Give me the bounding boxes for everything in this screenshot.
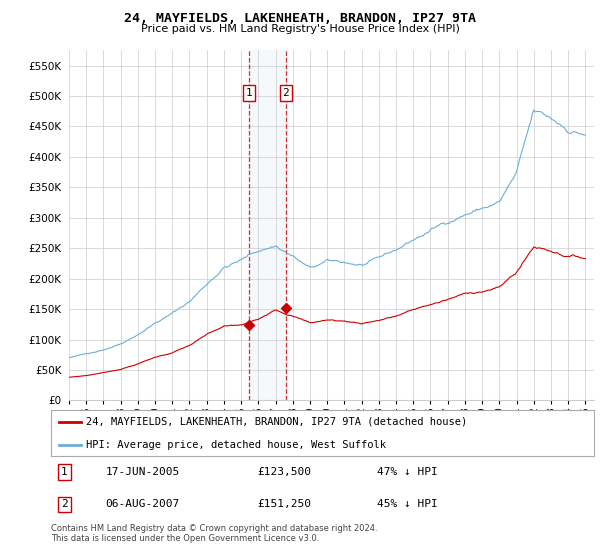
Text: 2: 2 xyxy=(61,500,68,509)
Text: Contains HM Land Registry data © Crown copyright and database right 2024.
This d: Contains HM Land Registry data © Crown c… xyxy=(51,524,377,543)
Text: 45% ↓ HPI: 45% ↓ HPI xyxy=(377,500,437,509)
Text: HPI: Average price, detached house, West Suffolk: HPI: Average price, detached house, West… xyxy=(86,440,386,450)
Text: 24, MAYFIELDS, LAKENHEATH, BRANDON, IP27 9TA: 24, MAYFIELDS, LAKENHEATH, BRANDON, IP27… xyxy=(124,12,476,25)
Text: 47% ↓ HPI: 47% ↓ HPI xyxy=(377,467,437,477)
Text: 2: 2 xyxy=(283,88,289,98)
Text: 17-JUN-2005: 17-JUN-2005 xyxy=(106,467,179,477)
Text: Price paid vs. HM Land Registry's House Price Index (HPI): Price paid vs. HM Land Registry's House … xyxy=(140,24,460,34)
Text: 06-AUG-2007: 06-AUG-2007 xyxy=(106,500,179,509)
Text: 24, MAYFIELDS, LAKENHEATH, BRANDON, IP27 9TA (detached house): 24, MAYFIELDS, LAKENHEATH, BRANDON, IP27… xyxy=(86,417,467,427)
Text: 1: 1 xyxy=(61,467,68,477)
Text: £151,250: £151,250 xyxy=(257,500,311,509)
Text: £123,500: £123,500 xyxy=(257,467,311,477)
Text: 1: 1 xyxy=(245,88,253,98)
Bar xyxy=(249,50,286,400)
